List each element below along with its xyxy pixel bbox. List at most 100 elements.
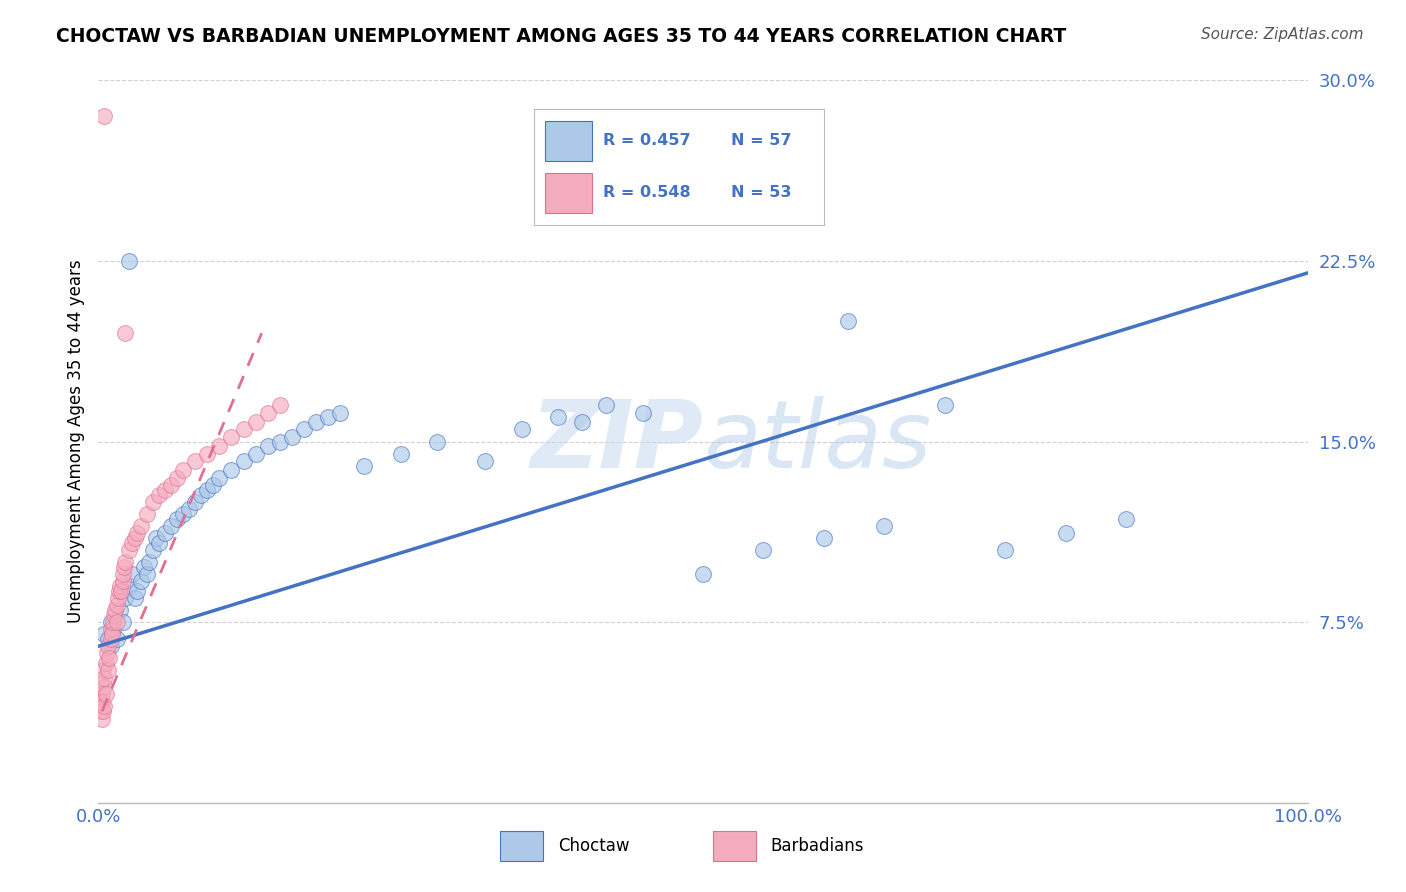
Point — [160, 518, 183, 533]
Point — [93, 109, 115, 123]
Point — [245, 415, 267, 429]
Point — [142, 542, 165, 557]
Text: CHOCTAW VS BARBADIAN UNEMPLOYMENT AMONG AGES 35 TO 44 YEARS CORRELATION CHART: CHOCTAW VS BARBADIAN UNEMPLOYMENT AMONG … — [56, 27, 1067, 45]
Point — [129, 518, 152, 533]
Point — [118, 579, 141, 593]
Point — [179, 502, 201, 516]
Point — [94, 656, 117, 670]
Point — [245, 446, 267, 460]
Point — [97, 639, 120, 653]
Point — [121, 535, 143, 549]
Point — [111, 615, 134, 630]
Point — [160, 478, 183, 492]
Point — [93, 699, 115, 714]
Point — [135, 567, 157, 582]
Point — [105, 599, 128, 613]
Point — [305, 415, 328, 429]
Point — [172, 463, 194, 477]
Point — [107, 591, 129, 605]
Point — [118, 542, 141, 557]
Point — [91, 704, 114, 718]
Point — [631, 406, 654, 420]
Point — [108, 583, 131, 598]
Point — [153, 526, 176, 541]
Point — [100, 627, 122, 641]
Point — [100, 639, 122, 653]
Point — [127, 526, 149, 541]
Point — [1054, 526, 1077, 541]
Point — [135, 507, 157, 521]
Point — [97, 632, 120, 646]
Point — [96, 647, 118, 661]
Point — [994, 542, 1017, 557]
Point — [153, 483, 176, 497]
Point — [595, 398, 617, 412]
Point — [114, 555, 136, 569]
Point — [91, 695, 114, 709]
Point — [148, 535, 170, 549]
Point — [93, 627, 115, 641]
Point — [91, 664, 114, 678]
Point — [114, 326, 136, 340]
Point — [97, 664, 120, 678]
Point — [813, 531, 835, 545]
Point — [329, 406, 352, 420]
Point — [118, 253, 141, 268]
Point — [195, 483, 218, 497]
Point — [166, 470, 188, 484]
Point — [316, 410, 339, 425]
Point — [190, 487, 212, 501]
Point — [202, 478, 225, 492]
Point — [752, 542, 775, 557]
Point — [256, 439, 278, 453]
Point — [221, 430, 243, 444]
Point — [91, 687, 114, 701]
Point — [184, 454, 207, 468]
Point — [105, 615, 128, 630]
Point — [184, 494, 207, 508]
Point — [256, 406, 278, 420]
Point — [232, 422, 254, 436]
Point — [100, 632, 122, 646]
Point — [208, 470, 231, 484]
Point — [105, 632, 128, 646]
Point — [474, 454, 496, 468]
Point — [101, 615, 124, 630]
Point — [172, 507, 194, 521]
Point — [100, 623, 122, 637]
Point — [389, 446, 412, 460]
Point — [148, 487, 170, 501]
Point — [90, 675, 112, 690]
Point — [221, 463, 243, 477]
Point — [108, 579, 131, 593]
Text: ZIP: ZIP — [530, 395, 703, 488]
Point — [124, 591, 146, 605]
Point — [166, 511, 188, 525]
Point — [101, 623, 124, 637]
Point — [93, 671, 115, 685]
Point — [94, 687, 117, 701]
Point — [837, 314, 859, 328]
Point — [110, 583, 132, 598]
Point — [510, 422, 533, 436]
Point — [127, 583, 149, 598]
Point — [124, 531, 146, 545]
Point — [145, 531, 167, 545]
Point — [1115, 511, 1137, 525]
Point — [426, 434, 449, 449]
Point — [103, 607, 125, 622]
Point — [98, 651, 121, 665]
Point — [208, 439, 231, 453]
Point — [269, 398, 291, 412]
Text: atlas: atlas — [703, 396, 931, 487]
Point — [934, 398, 956, 412]
Point — [111, 574, 134, 589]
Point — [134, 559, 156, 574]
Point — [111, 567, 134, 582]
Point — [292, 422, 315, 436]
Point — [91, 712, 114, 726]
Point — [93, 680, 115, 694]
Text: Source: ZipAtlas.com: Source: ZipAtlas.com — [1201, 27, 1364, 42]
Point — [547, 410, 569, 425]
Point — [121, 567, 143, 582]
